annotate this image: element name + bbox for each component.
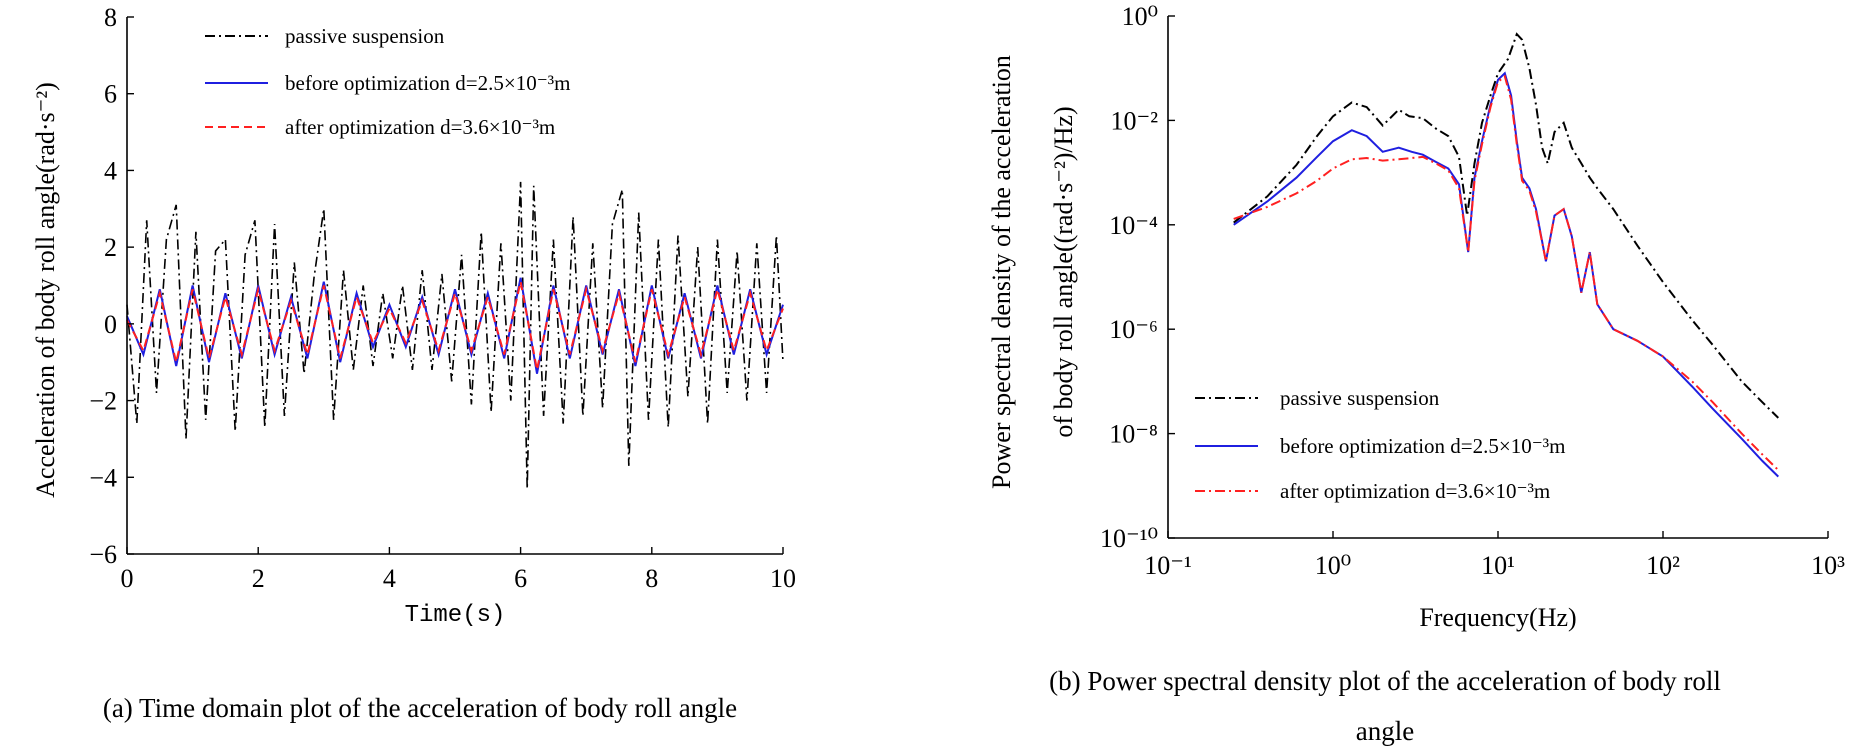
psd-x-tick-label: 10⁻¹ [1144,551,1192,580]
x-tick-label: 6 [514,564,527,593]
y-tick-label: 8 [104,3,117,32]
psd-x-tick-label: 10² [1646,551,1680,580]
x-tick-label: 10 [770,564,796,593]
y-tick-label: 6 [104,80,117,109]
y-tick-label: −4 [89,463,117,492]
psd-y-tick-label: 10⁻⁴ [1109,211,1158,240]
psd-legend-label-before: before optimization d=2.5×10⁻³m [1280,434,1565,458]
time-series-line-1 [126,277,784,374]
psd-legend-label-passive: passive suspension [1280,386,1440,410]
legend-label-before: before optimization d=2.5×10⁻³m [285,71,570,95]
x-tick-label: 2 [252,564,265,593]
legend-label-passive: passive suspension [285,24,445,48]
psd-x-tick-label: 10³ [1811,551,1845,580]
psd-series-line-1 [1233,71,1780,478]
psd-y-label-line2: of body roll angle((rad·s⁻²)/Hz) [1049,106,1078,437]
time-domain-x-label: Time(s) [405,602,506,629]
psd-y-tick-label: 10⁻² [1110,106,1158,135]
psd-y-tick-label: 10⁰ [1122,2,1158,31]
caption-right-line1: (b) Power spectral density plot of the a… [1049,666,1721,696]
psd-legend-label-after: after optimization d=3.6×10⁻³m [1280,479,1550,503]
time-domain-chart: 0 2 4 6 8 10 −6 −4 −2 0 2 4 6 8 Time(s) Acceleration … [31,3,796,629]
caption-right-line2: angle [1356,716,1414,746]
psd-y-tick-label: 10⁻¹⁰ [1100,524,1158,553]
psd-ticks: 10⁻¹ 10⁰ 10¹ 10² 10³ 10⁻¹⁰ 10⁻⁸ 10⁻⁶ 10⁻⁴ 10⁻² 10⁰ [1100,2,1845,580]
psd-series-line-2 [1233,74,1780,471]
psd-x-tick-label: 10⁰ [1315,551,1351,580]
y-tick-label: −2 [89,387,117,416]
psd-y-label-line1: Power spectral density of the accelerati… [987,55,1016,489]
y-tick-label: 0 [104,310,117,339]
time-domain-ticks: 0 2 4 6 8 10 −6 −4 −2 0 2 4 6 8 [89,3,796,593]
psd-series-group [1233,32,1780,478]
caption-left: (a) Time domain plot of the acceleration… [103,693,737,723]
legend-label-after: after optimization d=3.6×10⁻³m [285,115,555,139]
psd-y-tick-label: 10⁻⁸ [1109,420,1158,449]
x-tick-label: 0 [121,564,134,593]
time-domain-series-group [126,181,784,489]
psd-x-tick-label: 10¹ [1481,551,1515,580]
time-series-line-0 [126,181,784,489]
x-tick-label: 8 [645,564,658,593]
y-tick-label: −6 [89,540,117,569]
time-domain-y-label: Acceleration of body roll angle(rad·s⁻²) [31,82,60,498]
x-tick-label: 4 [383,564,396,593]
y-tick-label: 4 [104,156,117,185]
psd-chart: 10⁻¹ 10⁰ 10¹ 10² 10³ 10⁻¹⁰ 10⁻⁸ 10⁻⁶ 10⁻⁴ 10⁻² 10⁰… [987,2,1845,632]
psd-x-label: Frequency(Hz) [1419,603,1576,632]
psd-legend: passive suspension before optimization d… [1195,386,1565,503]
psd-series-line-0 [1233,32,1780,419]
time-domain-legend: passive suspension before optimization d… [205,24,570,139]
psd-y-tick-label: 10⁻⁶ [1109,315,1158,344]
y-tick-label: 2 [104,233,117,262]
